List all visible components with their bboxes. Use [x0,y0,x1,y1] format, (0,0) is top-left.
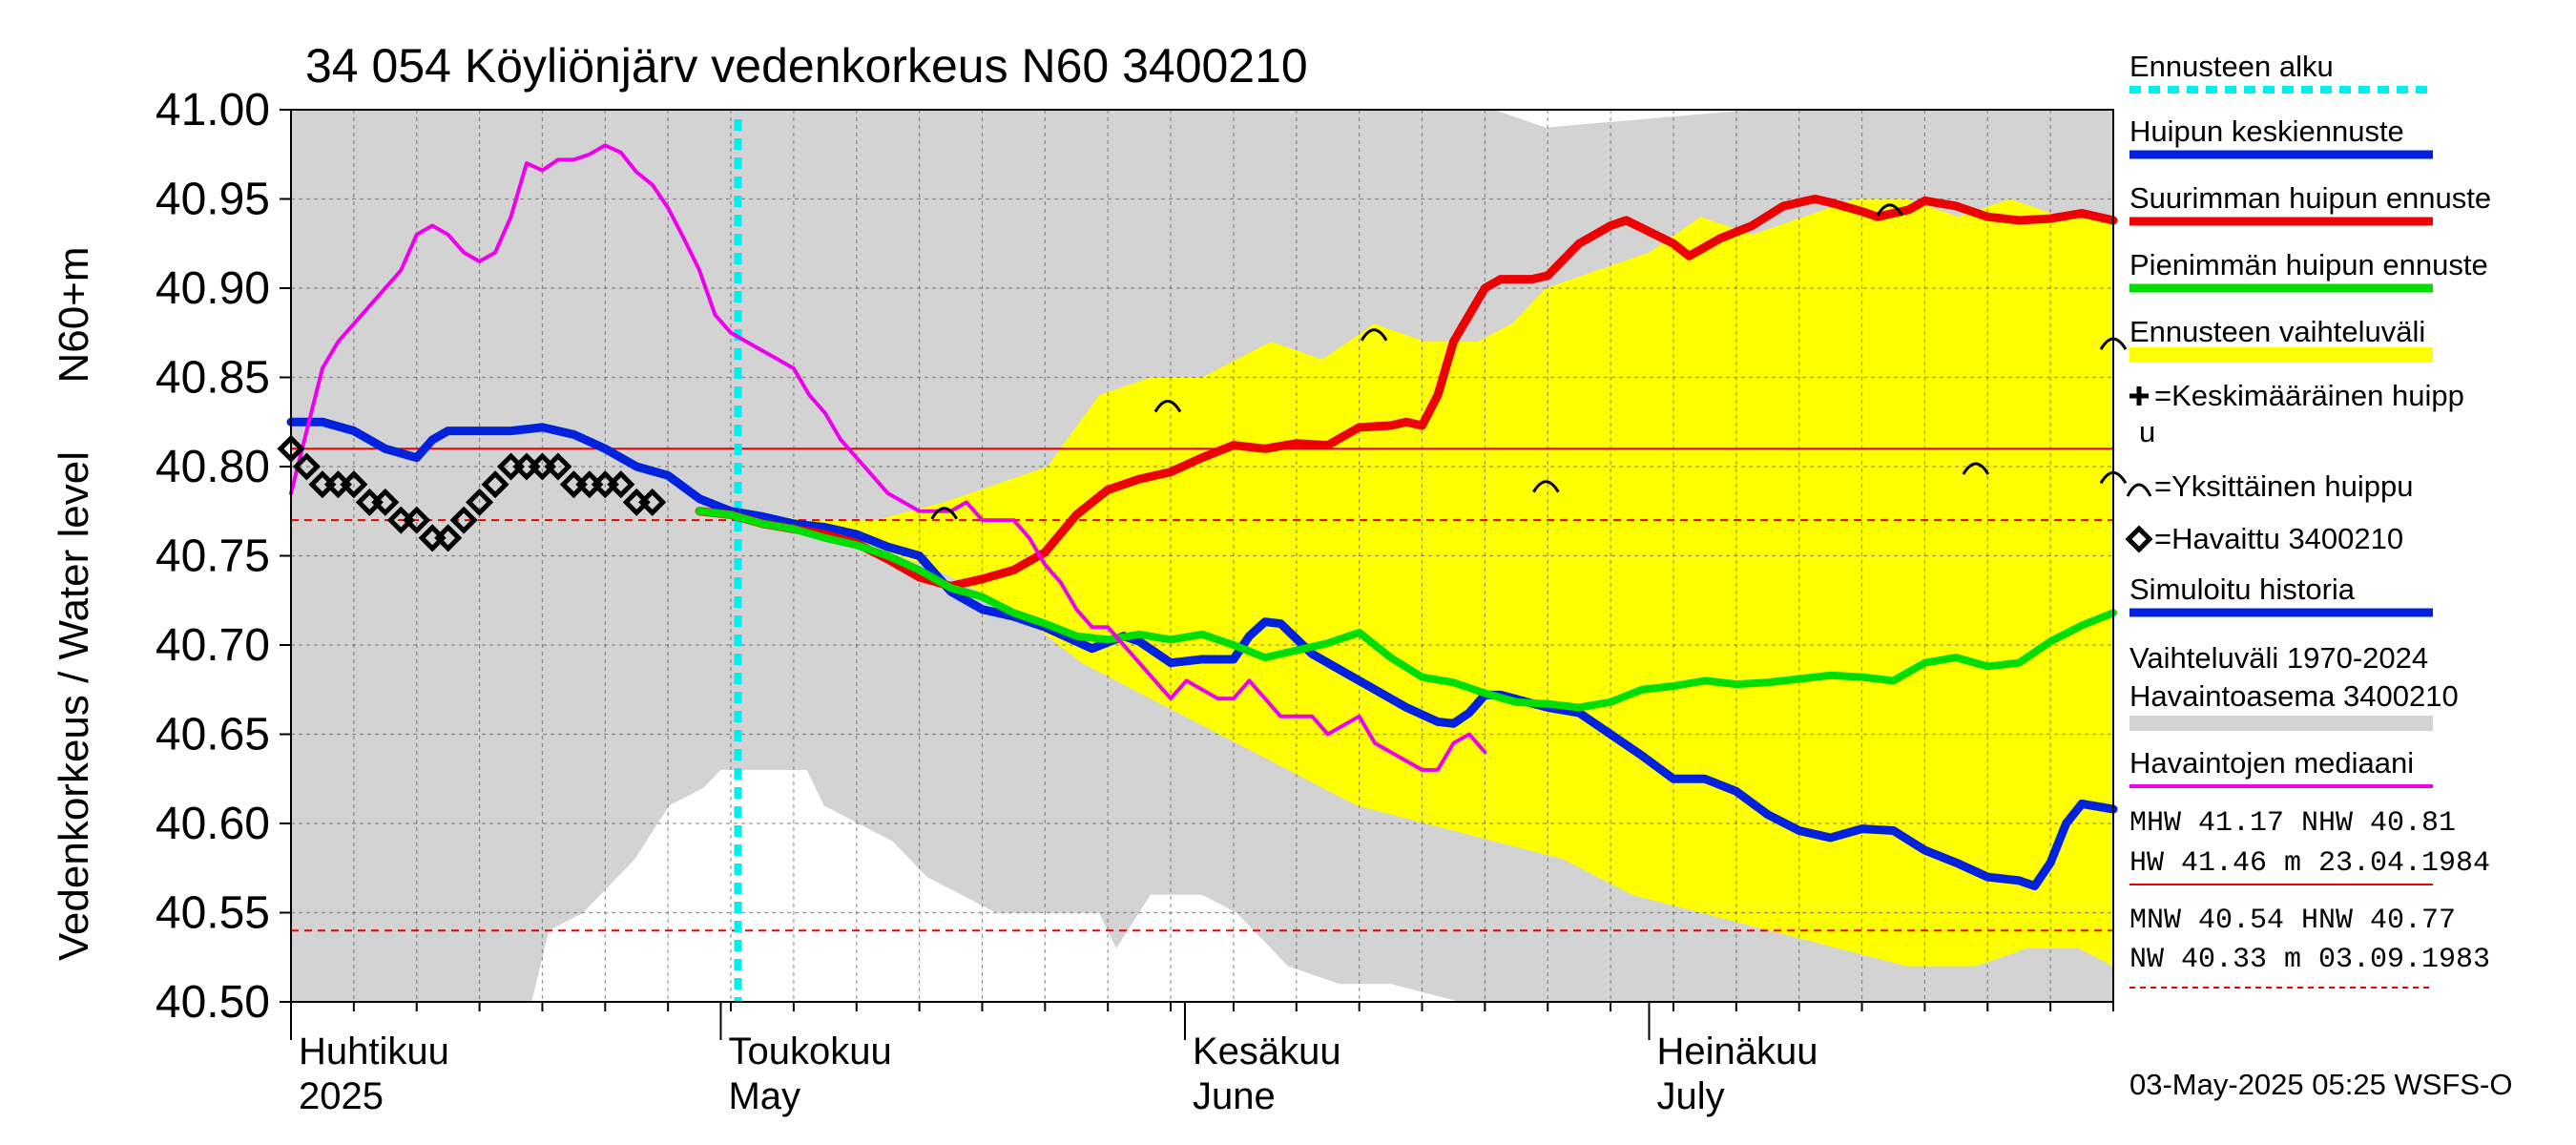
single-peak-marker [1962,462,1990,475]
legend-label: Havaintojen mediaani [2129,746,2414,780]
observation-marker [403,506,431,534]
series-layer [286,143,2118,890]
legend-label: Pienimmän huipun ennuste [2129,248,2488,281]
legend-label-continued: u [2139,415,2155,448]
series-line-suurimman-huipun-ennuste [695,195,2118,591]
observation-marker [607,470,635,499]
y-tick-label: 40.85 [156,353,270,404]
legend-swatch [2129,347,2433,363]
y-tick-label: 41.00 [156,85,270,135]
series-line-havaintojen-mediaani [289,143,1487,772]
legend-label: Ennusteen alku [2129,50,2334,83]
y-axis-label: Vedenkorkeus / Water level [51,451,97,961]
single-peak-marker [1532,480,1560,493]
observation-marker [544,452,572,481]
reference-lines [291,448,2113,932]
x-month-label-fi: Huhtikuu [299,1030,449,1072]
y-axis-ticks: 40.50 40.55 40.60 40.65 40.70 40.75 40.80 40.85… [156,85,291,1028]
legend-label-continued: Havaintoasema 3400210 [2129,679,2459,713]
observation-marker [434,524,463,552]
y-tick-label: 40.95 [156,175,270,225]
y-tick-label: 40.50 [156,977,270,1028]
single-peak-marker [930,507,959,520]
y-tick-label: 40.75 [156,531,270,582]
x-month-label-en: July [1656,1075,1724,1117]
observation-marker [340,470,368,499]
y-tick-label: 40.90 [156,263,270,314]
observation-marker [481,470,509,499]
legend: Ennusteen alku Huipun keskiennuste Suurimm… [2125,50,2491,788]
stats-line-1: MHW 41.17 NHW 40.81 [2129,807,2456,840]
x-month-label-fi: Toukokuu [728,1030,891,1072]
plot-area [277,109,2128,1003]
y-axis-label-top: N60+m [51,246,97,383]
footer-timestamp: 03-May-2025 05:25 WSFS-O [2129,1068,2512,1101]
observation-marker [449,506,478,534]
legend-label: Vaihteluväli 1970-2024 [2129,641,2428,675]
x-month-label-en: May [728,1075,800,1117]
legend-arc-icon [2126,483,2152,497]
single-peak-marker [1876,203,1904,217]
stats-line-4: NW 40.33 m 03.09.1983 [2129,944,2490,976]
forecast-range-band [737,198,2114,967]
observation-marker [371,488,400,516]
stats-block: MHW 41.17 NHW 40.81 HW 41.46 m 23.04.198… [2129,807,2490,989]
observation-marker [466,488,494,516]
x-month-label-fi: Kesäkuu [1193,1030,1341,1072]
y-tick-label: 40.70 [156,620,270,671]
legend-label: =Havaittu 3400210 [2154,522,2403,555]
x-month-label-en: June [1193,1075,1276,1117]
single-peak-marker [1153,400,1182,413]
y-tick-label: 40.55 [156,888,270,939]
single-peak-marker [1360,328,1388,342]
chart-title: 34 054 Köyliönjärv vedenkorkeus N60 3400… [305,39,1308,93]
legend-label: Simuloitu historia [2129,572,2356,606]
stats-line-2: HW 41.46 m 23.04.1984 [2129,847,2490,880]
legend-diamond-icon [2125,525,2153,553]
legend-label: Ennusteen vaihteluväli [2129,315,2425,348]
legend-label: =Keskimääräinen huipp [2154,379,2464,412]
y-tick-label: 40.65 [156,710,270,760]
legend-label: Huipun keskiennuste [2129,114,2404,148]
legend-plus-icon [2129,386,2149,406]
legend-label: Suurimman huipun ennuste [2129,181,2491,215]
legend-swatch [2129,716,2433,731]
stats-line-3: MNW 40.54 HNW 40.77 [2129,905,2456,937]
x-month-label-fi: Heinäkuu [1656,1030,1818,1072]
observation-marker [638,488,667,516]
legend-label: =Yksittäinen huippu [2154,469,2413,503]
series-line-pienimm-n-huipun-ennuste [696,507,2117,712]
y-tick-label: 40.60 [156,799,270,849]
x-month-label-en: 2025 [299,1075,384,1117]
y-tick-label: 40.80 [156,442,270,492]
observation-marker [292,452,322,481]
observations-layer [277,434,667,552]
